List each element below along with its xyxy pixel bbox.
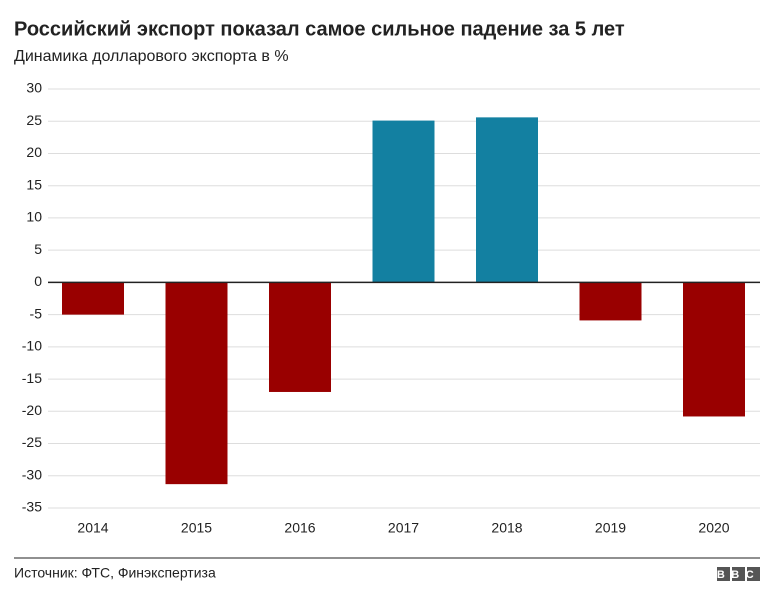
bar	[62, 282, 124, 315]
bar	[372, 120, 435, 283]
bar	[579, 282, 642, 321]
x-tick-label: 2018	[491, 520, 522, 536]
chart-title: Российский экспорт показал самое сильное…	[14, 18, 625, 40]
logo-box	[747, 567, 760, 581]
x-tick-label: 2015	[181, 520, 212, 536]
source: Источник: ФТС, Финэкспертиза	[14, 565, 216, 581]
y-tick-label: 30	[26, 80, 42, 96]
y-tick-label: 10	[26, 209, 42, 225]
chart-subtitle: Динамика долларового экспорта в %	[14, 48, 289, 65]
x-tick-label: 2019	[595, 520, 626, 536]
x-tick-label: 2020	[698, 520, 729, 536]
y-tick-label: -35	[22, 499, 42, 515]
y-tick-label: -10	[22, 338, 42, 354]
y-tick-label: 0	[34, 273, 42, 289]
x-tick-label: 2017	[388, 520, 419, 536]
logo: BBC	[717, 567, 760, 581]
y-tick-label: -15	[22, 370, 42, 386]
logo-box	[732, 567, 745, 581]
logo-box	[717, 567, 730, 581]
bar	[476, 117, 538, 283]
bar	[269, 282, 331, 392]
y-tick-label: -5	[30, 305, 43, 321]
y-tick-label: 25	[26, 112, 42, 128]
bar	[165, 282, 228, 485]
x-tick-label: 2016	[284, 520, 315, 536]
y-tick-label: 15	[26, 176, 42, 192]
x-tick-label: 2014	[77, 520, 108, 536]
y-tick-label: -20	[22, 402, 42, 418]
y-tick-label: -30	[22, 466, 42, 482]
bar	[683, 282, 745, 417]
logo-text: BBC	[717, 569, 760, 581]
y-tick-label: -25	[22, 434, 42, 450]
y-tick-label: 5	[34, 241, 42, 257]
y-tick-label: 20	[26, 144, 42, 160]
